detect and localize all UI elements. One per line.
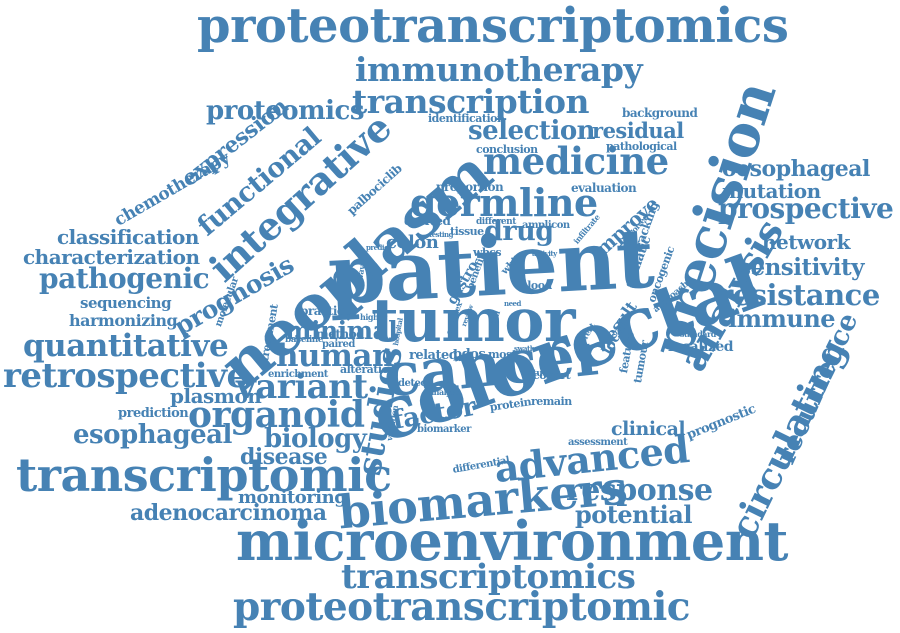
word-resistance: resistance — [718, 278, 880, 312]
word-variant: variant — [236, 367, 368, 407]
word-proteomics: proteomics — [206, 96, 364, 126]
word-oesophageal: oesophageal — [722, 156, 870, 182]
word-potential: potential — [575, 500, 692, 529]
word-disease: disease — [240, 444, 328, 470]
word-pdos: pdos — [453, 347, 486, 362]
word-derived: derived — [404, 214, 451, 228]
word-biology: biology — [264, 424, 367, 454]
word-circulating: circulating — [722, 332, 855, 546]
word-sequencing: sequencing — [80, 294, 172, 312]
word-monitoring: monitoring — [238, 487, 347, 508]
word-method: method — [316, 327, 365, 341]
word-clinical: clinical — [611, 418, 686, 440]
word-classification: classification — [57, 225, 199, 249]
word-proteotranscriptomic: proteotranscriptomic — [233, 584, 691, 630]
word-localized: localized — [668, 339, 734, 355]
word-quantitative: quantitative — [23, 328, 229, 364]
word-mutation: mutation — [722, 179, 821, 203]
word-pathological: pathological — [606, 140, 677, 153]
word-detect: detect — [398, 378, 431, 389]
word-prospective: prospective — [718, 192, 894, 225]
word-cohort: cohort — [533, 369, 571, 382]
word-prediction: prediction — [118, 406, 189, 421]
word-higher: higher — [360, 312, 387, 322]
word-study: study — [528, 369, 553, 379]
word-identification: identification — [428, 112, 505, 125]
word-tissue: tissue — [450, 225, 484, 238]
word-transcriptomics: transcriptomics — [341, 557, 636, 597]
word-immunotherapy: immunotherapy — [355, 50, 643, 89]
word-plasmon: plasmon — [170, 384, 262, 408]
word-transcription: transcription — [352, 82, 589, 121]
word-drug: drug — [484, 216, 554, 247]
word-characterization: characterization — [23, 245, 200, 269]
word-organoid: organoid — [188, 394, 365, 436]
word-baseline: baseline — [285, 335, 324, 345]
word-transcriptomic: transcriptomic — [16, 448, 392, 502]
word-standard: standard — [680, 329, 716, 339]
word-blood: blood — [520, 279, 552, 292]
word-harmonizing: harmonizing — [69, 311, 178, 330]
word-remain: remain — [531, 395, 572, 408]
word-adenocarcinoma: adenocarcinoma — [130, 500, 327, 526]
word-minimal: minimal — [285, 316, 398, 345]
word-network: network — [762, 230, 850, 254]
word-background: background — [622, 106, 698, 120]
word-most: most — [488, 348, 517, 361]
word-esophageal: esophageal — [73, 420, 232, 450]
word-sensitivity: sensitivity — [738, 254, 864, 281]
word-residual: residual — [592, 118, 684, 143]
word-colon: colon — [386, 232, 439, 253]
word-proteotranscriptomics: proteotranscriptomics — [197, 0, 789, 54]
word-retrospective: retrospective — [3, 356, 248, 396]
word-tumor: tumor — [371, 286, 575, 356]
word-enrichment: enrichment — [268, 369, 328, 380]
word-pathogenic: pathogenic — [39, 262, 210, 295]
word-microenvironment: microenvironment — [236, 509, 788, 573]
word-assessment: assessment — [568, 437, 628, 448]
word-practice: practice — [300, 304, 351, 318]
word-evaluation: evaluation — [571, 181, 637, 195]
word-germline: germline — [410, 180, 598, 225]
word-amplicon: amplicon — [522, 220, 570, 231]
word-proportion: proportion — [436, 180, 504, 194]
word-activity: activity — [532, 249, 557, 258]
word-immune: immune — [728, 304, 836, 333]
word-medicine: medicine — [483, 139, 669, 183]
word-human: human — [276, 338, 395, 374]
word-swath: swath — [514, 344, 535, 353]
word-alteration: alteration — [340, 363, 396, 376]
word-response: response — [566, 473, 713, 508]
word-need: need — [504, 299, 521, 308]
word-prognostic: prognostic — [684, 401, 758, 443]
word-paired: paired — [322, 339, 355, 350]
word-selection: selection — [468, 116, 596, 146]
word-related: related — [409, 348, 458, 363]
word-wbcs: wbcs — [473, 246, 502, 259]
word-biomarker: biomarker — [417, 424, 471, 435]
word-testing: testing — [429, 230, 454, 239]
word-analyse: analyse — [429, 387, 459, 397]
word-conclusion: conclusion — [476, 143, 538, 156]
word-different: different — [476, 217, 516, 227]
word-predict: predict — [366, 243, 391, 252]
